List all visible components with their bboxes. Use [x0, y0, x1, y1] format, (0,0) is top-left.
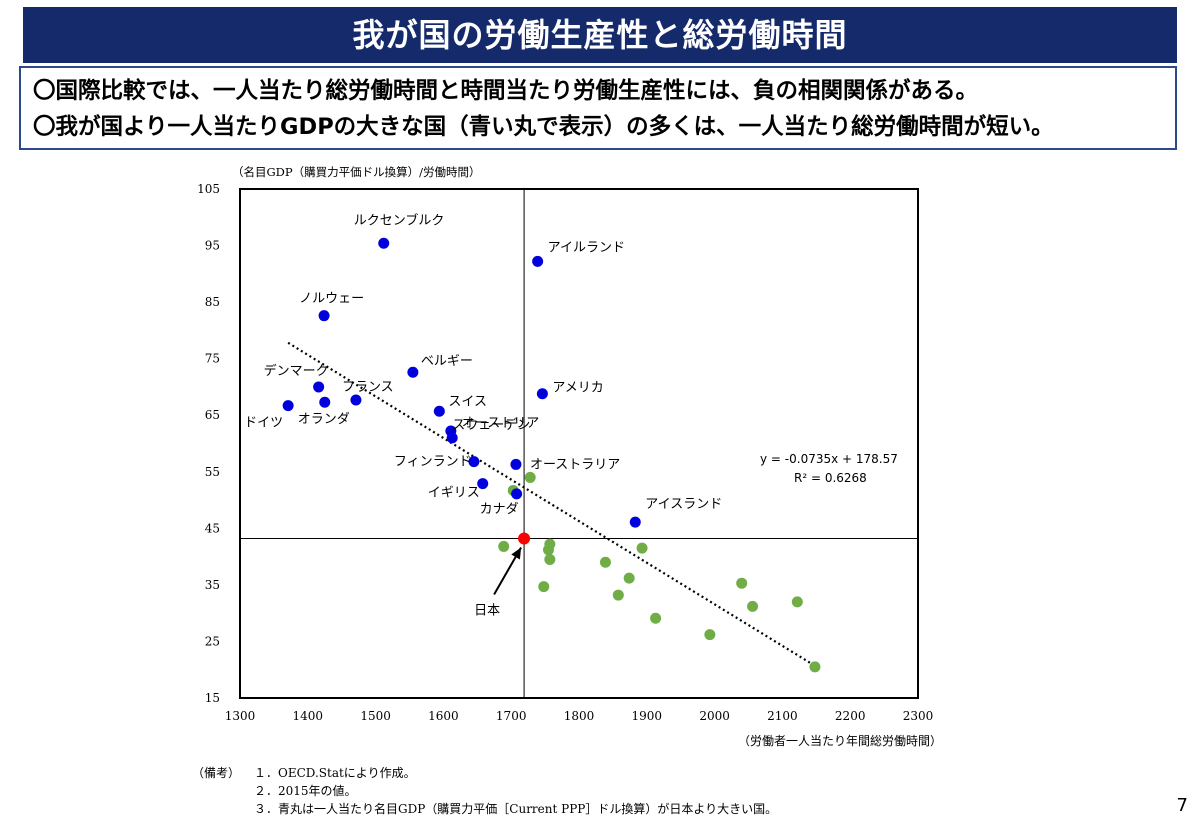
y-tick-label: 45 — [205, 521, 220, 535]
green-point — [599, 556, 611, 568]
green-point — [747, 600, 759, 612]
y-tick-label: 95 — [205, 239, 220, 253]
blue-point — [318, 310, 330, 322]
point-label: アイルランド — [548, 240, 625, 255]
point-label: カナダ — [480, 502, 519, 517]
x-tick-label: 2200 — [835, 709, 866, 723]
japan-point — [518, 532, 531, 545]
point-label: スウェーデン — [452, 417, 530, 433]
green-point — [704, 629, 716, 641]
blue-point — [282, 400, 294, 412]
x-tick-label: 1500 — [360, 709, 391, 723]
x-tick-label: 1900 — [632, 709, 663, 723]
plot-frame — [239, 188, 919, 699]
note-1: １．OECD.Statにより作成。 — [254, 766, 416, 780]
x-tick-label: 1700 — [496, 709, 527, 723]
point-label: オーストラリア — [530, 457, 620, 472]
summary-line-1: 〇国際比較では、一人当たり総労働時間と時間当たり労働生産性には、負の相関関係があ… — [33, 78, 979, 104]
green-point — [809, 661, 821, 673]
x-axis-label: （労働者一人当たり年間総労働時間） — [738, 734, 942, 748]
point-label: スイス — [448, 394, 487, 409]
summary-line-2: 〇我が国より一人当たりGDPの大きな国（青い丸で表示）の多くは、一人当たり総労働… — [33, 114, 1054, 140]
trendline-equation: y = -0.0735x + 178.57 — [760, 452, 898, 466]
notes-lead: （備考） — [192, 766, 241, 780]
page-number: 7 — [1176, 795, 1188, 816]
x-tick-label: 1600 — [428, 709, 459, 723]
green-point — [736, 577, 748, 589]
blue-point — [510, 458, 522, 470]
point-label: ノルウェー — [299, 292, 364, 307]
blue-point — [446, 432, 458, 444]
blue-point — [433, 405, 445, 417]
japan-arrow-head — [511, 547, 522, 560]
x-tick-label: 2000 — [699, 709, 730, 723]
blue-point — [477, 478, 489, 490]
green-point — [524, 471, 536, 483]
y-tick-label: 35 — [205, 578, 220, 592]
green-point — [538, 581, 550, 593]
y-tick-label: 55 — [205, 465, 220, 479]
blue-point — [319, 396, 331, 408]
y-tick-label: 25 — [205, 634, 220, 648]
x-tick-label: 1400 — [293, 709, 324, 723]
point-label: オーストリア — [462, 416, 539, 431]
y-tick-label: 105 — [197, 182, 220, 196]
point-label: ドイツ — [244, 416, 283, 431]
blue-point — [313, 381, 325, 393]
green-point — [544, 553, 556, 565]
blue-point — [407, 366, 419, 378]
x-tick-label: 1300 — [225, 709, 256, 723]
blue-point — [532, 255, 544, 267]
y-tick-label: 85 — [205, 295, 220, 309]
point-label: ルクセンブルク — [354, 212, 445, 228]
blue-point — [629, 516, 641, 528]
y-tick-label: 75 — [205, 352, 220, 366]
y-tick-label: 65 — [205, 408, 220, 422]
slide-title: 我が国の労働生産性と総労働時間 — [23, 7, 1177, 63]
note-3: ３．青丸は一人当たり名目GDP（購買力平価［Current PPP］ドル換算）が… — [254, 802, 778, 816]
y-axis-label: （名目GDP（購買力平価ドル換算）/労働時間） — [232, 165, 481, 179]
summary-box: 〇国際比較では、一人当たり総労働時間と時間当たり労働生産性には、負の相関関係があ… — [19, 66, 1177, 150]
trendline-r2: R² = 0.6268 — [794, 471, 867, 485]
x-tick-label: 2300 — [903, 709, 934, 723]
point-label: フランス — [342, 380, 394, 395]
blue-point — [468, 456, 480, 468]
green-point — [636, 542, 648, 554]
x-tick-label: 1800 — [564, 709, 595, 723]
notes: （備考） １．OECD.Statにより作成。 ２．2015年の値。 ３．青丸は一人… — [192, 764, 777, 818]
green-point — [542, 544, 554, 556]
green-point — [623, 572, 635, 584]
japan-label: 日本 — [474, 604, 500, 619]
green-point — [791, 596, 803, 608]
point-label: ベルギー — [421, 354, 473, 369]
point-label: オランダ — [298, 412, 350, 427]
green-point — [498, 540, 510, 552]
point-label: デンマーク — [264, 363, 329, 379]
blue-point — [511, 488, 523, 500]
point-label: アメリカ — [552, 381, 603, 396]
blue-point — [350, 394, 362, 406]
blue-point — [536, 388, 548, 400]
point-label: アイスランド — [645, 497, 722, 512]
green-point — [612, 589, 624, 601]
y-tick-label: 15 — [205, 691, 220, 705]
note-2: ２．2015年の値。 — [254, 784, 357, 798]
green-point — [650, 612, 662, 624]
point-label: フィンランド — [394, 455, 472, 470]
blue-point — [378, 237, 390, 249]
point-label: イギリス — [428, 486, 480, 501]
x-tick-label: 2100 — [767, 709, 798, 723]
